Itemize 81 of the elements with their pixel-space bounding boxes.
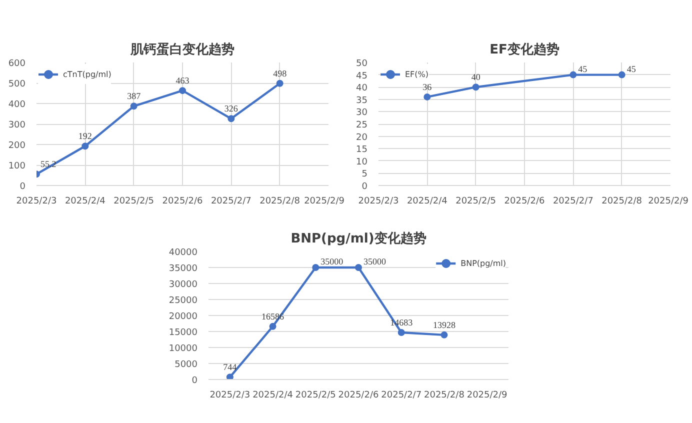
point — [424, 93, 431, 100]
y-tick-label: 45 — [356, 71, 368, 82]
point — [228, 115, 235, 122]
point — [570, 71, 577, 78]
y-tick-label: 15 — [356, 145, 368, 156]
point — [269, 322, 276, 330]
y-tick-label: 40 — [356, 84, 368, 94]
data-label: 36 — [422, 82, 432, 92]
x-tick-label: 2025/2/6 — [504, 196, 545, 206]
point — [398, 329, 405, 336]
legend-label: cTnT(pg/ml) — [63, 70, 112, 78]
x-tick-label: 2025/2/8 — [424, 390, 465, 400]
data-label: 744 — [223, 362, 238, 372]
x-tick-label: 2025/2/4 — [406, 196, 448, 206]
data-label: 35000 — [320, 256, 344, 266]
x-tick-label: 2025/2/8 — [260, 196, 300, 206]
data-label: 40 — [471, 72, 481, 82]
point — [472, 84, 480, 91]
x-tick-label: 2025/2/4 — [64, 196, 106, 206]
y-tick-label: 30000 — [168, 280, 198, 290]
x-tick-label: 2025/2/9 — [466, 390, 508, 400]
y-tick-label: 0 — [192, 376, 198, 386]
y-tick-label: 0 — [20, 182, 26, 192]
y-tick-label: 10 — [356, 157, 368, 168]
x-tick-label: 2025/2/5 — [295, 390, 336, 400]
x-tick-label: 2025/2/5 — [456, 196, 496, 206]
y-tick-label: 30 — [356, 108, 368, 118]
x-tick-label: 2025/2/9 — [304, 196, 345, 206]
point — [226, 374, 234, 380]
point — [355, 264, 362, 271]
y-tick-label: 25 — [356, 120, 368, 130]
y-tick-label: 0 — [362, 182, 368, 192]
point — [179, 87, 186, 94]
point — [440, 331, 448, 338]
y-tick-label: 500 — [8, 80, 26, 90]
data-label: 192 — [78, 131, 92, 142]
data-label: 45 — [578, 64, 588, 74]
point — [130, 102, 138, 110]
data-label: 387 — [127, 91, 142, 102]
chart-title: EF变化趋势 — [490, 42, 560, 58]
y-tick-label: 5 — [362, 170, 368, 180]
point — [276, 80, 284, 87]
x-tick-label: 2025/2/3 — [210, 390, 250, 400]
y-tick-label: 50 — [356, 59, 368, 69]
y-tick-label: 200 — [8, 141, 26, 151]
chart-title: 肌钙蛋白变化趋势 — [130, 42, 234, 58]
y-tick-label: 15000 — [168, 328, 198, 338]
data-label: 463 — [176, 76, 190, 86]
y-tick-label: 20000 — [168, 312, 198, 322]
chart-title: BNP(pg/ml)变化趋势 — [290, 230, 426, 246]
x-tick-label: 2025/2/7 — [552, 196, 594, 206]
y-tick-label: 35000 — [168, 264, 198, 274]
point — [312, 264, 320, 271]
legend-label: EF(%) — [405, 70, 428, 78]
y-tick-label: 400 — [8, 100, 26, 110]
point — [618, 71, 626, 78]
x-tick-label: 2025/2/5 — [114, 196, 154, 206]
data-label: 13928 — [432, 320, 456, 330]
y-tick-label: 600 — [8, 59, 26, 69]
data-label: 326 — [224, 104, 238, 114]
x-tick-label: 2025/2/7 — [210, 196, 252, 206]
legend-label: BNP(pg/ml) — [460, 258, 506, 268]
y-tick-label: 20 — [356, 132, 368, 143]
x-tick-label: 2025/2/4 — [252, 390, 294, 400]
x-tick-label: 2025/2/6 — [162, 196, 203, 206]
y-tick-label: 5000 — [174, 360, 198, 370]
y-tick-label: 40000 — [168, 248, 198, 258]
y-tick-label: 10000 — [168, 344, 198, 354]
y-tick-label: 300 — [8, 120, 26, 130]
y-tick-label: 100 — [8, 162, 26, 172]
y-tick-label: 25000 — [168, 296, 198, 306]
x-tick-label: 2025/2/8 — [602, 196, 642, 206]
x-tick-label: 2025/2/3 — [358, 196, 399, 206]
data-label: 45 — [626, 64, 636, 74]
x-tick-label: 2025/2/7 — [381, 390, 422, 400]
x-tick-label: 2025/2/3 — [16, 196, 57, 206]
data-label: 498 — [273, 68, 288, 78]
x-tick-label: 2025/2/9 — [648, 196, 689, 206]
point — [82, 142, 89, 150]
x-tick-label: 2025/2/6 — [338, 390, 379, 400]
y-tick-label: 35 — [356, 96, 368, 106]
